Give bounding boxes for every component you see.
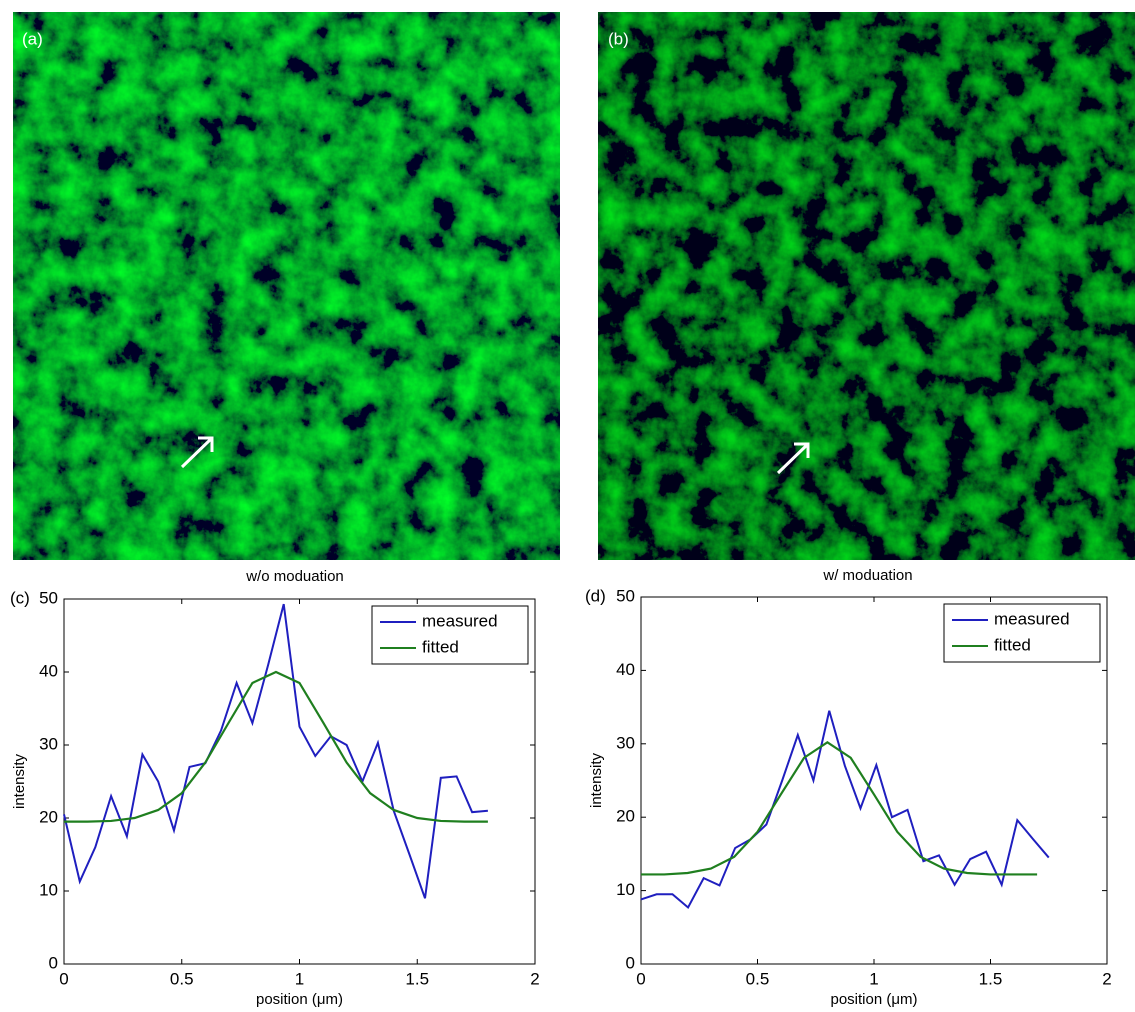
x-tick-label: 1.5	[979, 969, 1003, 988]
micrograph-b	[598, 12, 1135, 560]
x-tick-label: 2	[1102, 969, 1111, 988]
data-line	[63, 603, 488, 899]
image-caption: w/ moduation	[822, 567, 912, 584]
y-tick-label: 10	[39, 880, 58, 899]
legend-box	[371, 605, 529, 665]
y-tick-label: 50	[39, 588, 58, 607]
y-axis-label: intensity	[11, 753, 28, 809]
y-tick-label: 40	[616, 660, 635, 679]
y-tick-label: 0	[626, 953, 635, 972]
y-axis-label: intensity	[588, 752, 605, 808]
legend-label: fitted	[422, 637, 459, 656]
x-tick-label: 1	[295, 969, 304, 988]
data-line	[64, 670, 488, 823]
image-caption: w/o moduation	[245, 568, 344, 585]
y-tick-label: 10	[616, 880, 635, 899]
legend-box	[943, 603, 1101, 663]
x-tick-label: 0.5	[170, 969, 194, 988]
legend-label: fitted	[994, 635, 1031, 654]
panel-label: (c)	[10, 588, 30, 607]
panel-label: (d)	[585, 586, 606, 605]
x-tick-label: 2	[530, 969, 539, 988]
data-line	[640, 710, 1050, 910]
y-tick-label: 20	[39, 807, 58, 826]
x-tick-label: 0	[59, 969, 68, 988]
image-label: (a)	[22, 29, 43, 48]
micrograph-a	[13, 12, 560, 560]
arrow-b	[776, 442, 810, 475]
y-tick-label: 50	[616, 586, 635, 605]
x-tick-label: 0	[636, 969, 645, 988]
arrows	[180, 436, 810, 475]
y-tick-label: 20	[616, 807, 635, 826]
y-tick-label: 0	[49, 953, 58, 972]
image-label: (b)	[608, 29, 629, 48]
y-tick-label: 30	[39, 734, 58, 753]
x-tick-label: 1.5	[405, 969, 429, 988]
y-tick-label: 30	[616, 733, 635, 752]
y-tick-label: 40	[39, 661, 58, 680]
x-tick-label: 1	[869, 969, 878, 988]
data-line	[641, 741, 1038, 876]
x-tick-label: 0.5	[746, 969, 770, 988]
legend-label: measured	[994, 609, 1070, 628]
x-axis-label: position (μm)	[256, 991, 343, 1008]
legend-label: measured	[422, 611, 498, 630]
arrow-a	[180, 436, 214, 469]
x-axis-label: position (μm)	[831, 991, 918, 1008]
